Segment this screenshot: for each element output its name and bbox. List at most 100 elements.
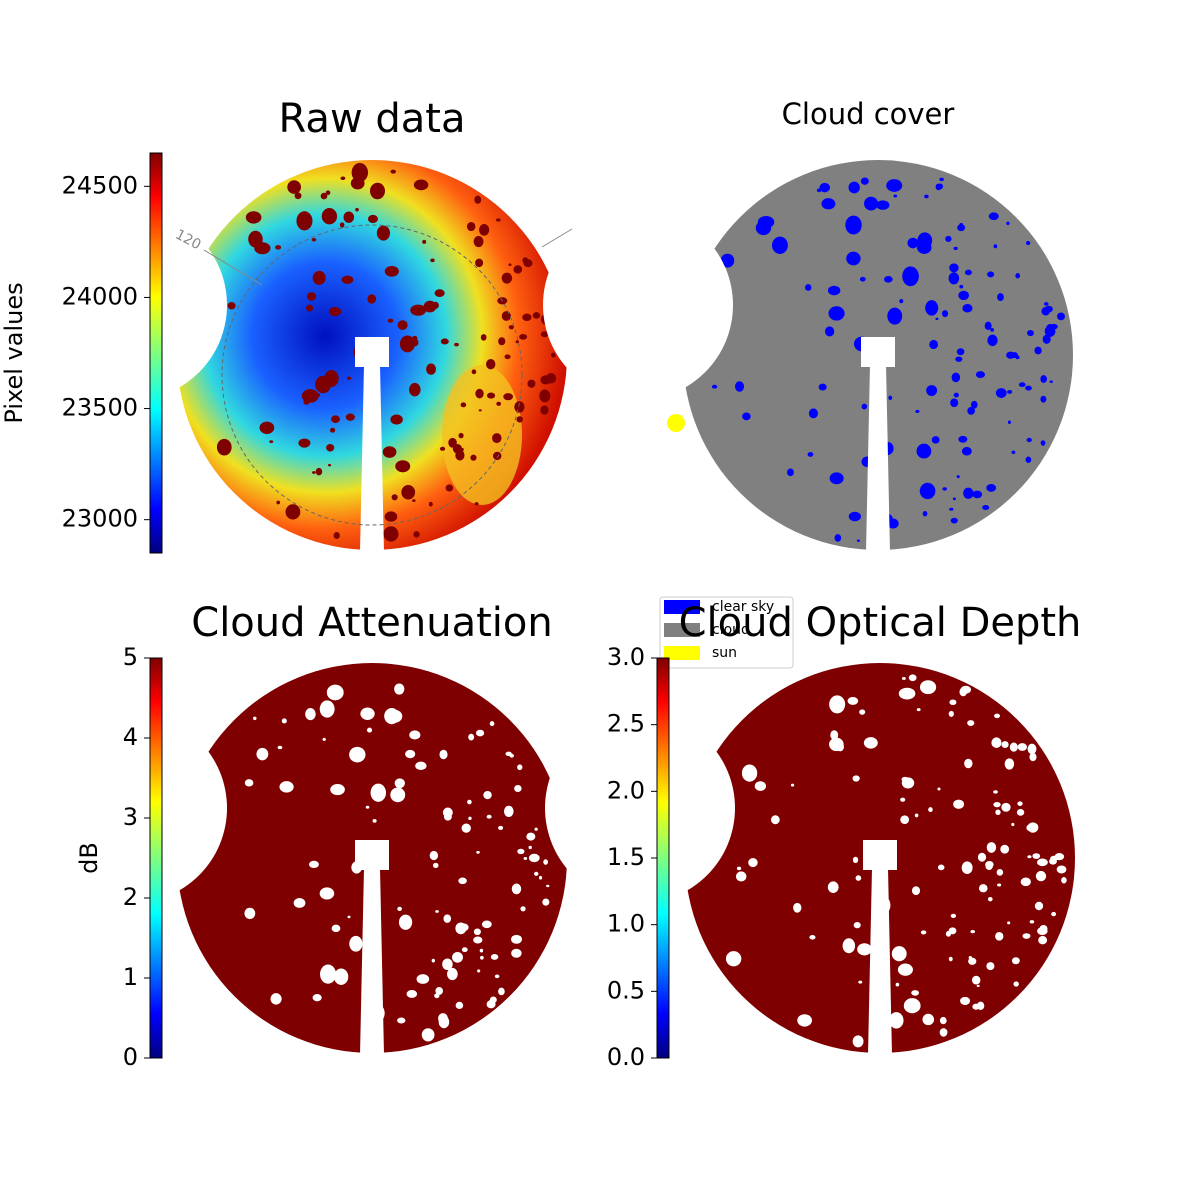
legend-label: cloud bbox=[712, 622, 750, 638]
blob bbox=[929, 339, 939, 350]
blob bbox=[328, 307, 342, 317]
colorbar-tick-label: 4 bbox=[123, 723, 138, 751]
blob bbox=[340, 176, 346, 181]
blob bbox=[279, 781, 294, 793]
blob bbox=[827, 285, 841, 296]
blob bbox=[852, 856, 859, 864]
blob bbox=[1007, 420, 1012, 424]
blob bbox=[970, 929, 975, 934]
blob bbox=[487, 392, 496, 399]
blob bbox=[1061, 877, 1067, 884]
blob bbox=[445, 484, 454, 492]
colorbar-tick-label: 0.0 bbox=[607, 1043, 645, 1071]
legend-label: sun bbox=[712, 645, 737, 661]
blob bbox=[1042, 334, 1051, 344]
blob bbox=[523, 857, 528, 860]
blob bbox=[988, 212, 999, 221]
blob bbox=[928, 807, 933, 813]
blob bbox=[1018, 382, 1026, 388]
blob bbox=[475, 388, 484, 399]
blob bbox=[376, 225, 391, 241]
blob bbox=[1009, 742, 1018, 752]
raw-region bbox=[442, 365, 522, 505]
blob bbox=[891, 946, 907, 962]
blob bbox=[528, 853, 540, 863]
blob bbox=[367, 294, 377, 304]
blob bbox=[471, 369, 477, 375]
blob bbox=[834, 534, 842, 542]
blob bbox=[513, 265, 523, 274]
blob bbox=[397, 320, 408, 330]
blob bbox=[384, 511, 398, 522]
blob bbox=[413, 531, 420, 538]
blob bbox=[511, 948, 522, 958]
blob bbox=[899, 299, 904, 304]
blob bbox=[480, 334, 487, 341]
blob bbox=[345, 413, 355, 421]
blob bbox=[962, 303, 973, 313]
blob bbox=[546, 884, 550, 888]
blob bbox=[1040, 440, 1046, 446]
blob bbox=[771, 815, 780, 825]
blob bbox=[1054, 853, 1065, 861]
blob bbox=[953, 246, 958, 251]
blob bbox=[961, 446, 972, 456]
blob bbox=[711, 384, 718, 389]
blob bbox=[398, 914, 413, 930]
blob bbox=[995, 931, 1004, 941]
blob bbox=[298, 438, 311, 448]
blob bbox=[489, 721, 495, 727]
arm-mask bbox=[360, 365, 384, 552]
blob bbox=[797, 1014, 813, 1027]
blob bbox=[515, 340, 519, 344]
blob bbox=[481, 920, 492, 929]
colorbar-tick-label: 2.0 bbox=[607, 776, 645, 804]
blob bbox=[968, 956, 972, 960]
blob bbox=[315, 467, 323, 476]
blob bbox=[926, 385, 938, 396]
blob bbox=[387, 318, 394, 323]
blob bbox=[809, 935, 816, 940]
blob bbox=[771, 236, 788, 254]
blob bbox=[429, 850, 439, 861]
blob bbox=[435, 910, 439, 913]
blob bbox=[948, 956, 953, 962]
blob bbox=[1035, 870, 1047, 882]
blob bbox=[474, 195, 482, 204]
colorbar-tick-label: 1.5 bbox=[607, 843, 645, 871]
colorbar-tick-label: 3 bbox=[123, 803, 138, 831]
sky-image bbox=[543, 160, 1073, 552]
blob bbox=[452, 444, 463, 454]
blob bbox=[397, 906, 402, 911]
blob bbox=[1025, 241, 1031, 246]
blob bbox=[1017, 801, 1023, 806]
blob bbox=[498, 337, 506, 346]
blob bbox=[808, 408, 818, 419]
blob bbox=[902, 266, 919, 287]
blob bbox=[790, 783, 795, 787]
blob bbox=[895, 982, 900, 987]
blob bbox=[486, 814, 492, 819]
blob bbox=[440, 338, 449, 345]
blob bbox=[736, 866, 742, 871]
blob bbox=[845, 215, 862, 235]
blob bbox=[995, 388, 1007, 398]
arm-mask bbox=[866, 365, 890, 552]
blob bbox=[900, 815, 910, 824]
blob bbox=[1029, 920, 1035, 924]
blob bbox=[991, 737, 1002, 748]
blob bbox=[907, 237, 919, 249]
blob bbox=[972, 1003, 980, 1010]
blob bbox=[473, 928, 481, 936]
blob bbox=[900, 797, 906, 802]
blob bbox=[984, 321, 992, 330]
blob bbox=[948, 272, 960, 285]
blob bbox=[829, 695, 846, 714]
blob bbox=[995, 809, 1001, 816]
colorbar-tick-label: 1.0 bbox=[607, 910, 645, 938]
blob bbox=[254, 242, 271, 255]
blob bbox=[540, 331, 549, 338]
blob bbox=[982, 505, 990, 511]
blob bbox=[955, 356, 963, 362]
blob bbox=[925, 300, 939, 316]
